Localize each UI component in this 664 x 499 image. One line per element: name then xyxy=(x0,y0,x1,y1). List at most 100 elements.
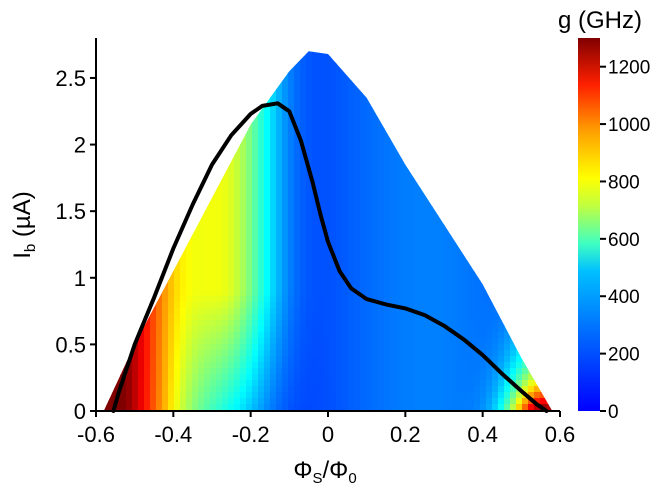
heatmap-cell xyxy=(384,392,391,399)
heatmap-cell xyxy=(132,302,139,309)
heatmap-cell xyxy=(378,44,385,51)
heatmap-cell xyxy=(438,218,445,225)
heatmap-cell xyxy=(558,350,565,357)
heatmap-cell xyxy=(103,398,109,405)
heatmap-cell xyxy=(168,212,175,219)
heatmap-cell xyxy=(252,140,259,147)
heatmap-cell xyxy=(168,92,175,99)
heatmap-cell xyxy=(510,152,517,159)
heatmap-cell xyxy=(150,104,157,111)
heatmap-cell xyxy=(480,404,487,411)
heatmap-cell xyxy=(348,344,355,351)
heatmap-cell xyxy=(462,194,469,201)
heatmap-cell xyxy=(510,236,517,243)
heatmap-cell xyxy=(120,248,127,255)
heatmap-cell xyxy=(432,260,439,267)
heatmap-cell xyxy=(126,188,133,195)
heatmap-cell xyxy=(306,392,313,399)
heatmap-cell xyxy=(540,350,547,357)
heatmap-cell xyxy=(108,188,115,195)
heatmap-cell xyxy=(156,152,163,159)
heatmap-cell xyxy=(306,110,313,117)
heatmap-cell xyxy=(318,356,325,363)
heatmap-cell xyxy=(486,224,493,231)
heatmap-cell xyxy=(348,122,355,129)
heatmap-cell xyxy=(246,284,253,291)
heatmap-cell xyxy=(324,224,331,231)
heatmap-cell xyxy=(198,164,205,171)
heatmap-cell xyxy=(336,51,343,57)
heatmap-cell xyxy=(360,92,367,99)
heatmap-cell xyxy=(216,206,223,213)
heatmap-cell xyxy=(174,62,181,69)
heatmap-cell xyxy=(396,266,403,273)
heatmap-cell xyxy=(258,98,265,105)
heatmap-cell xyxy=(522,296,529,303)
heatmap-cell xyxy=(462,86,469,93)
heatmap-cell xyxy=(252,266,259,273)
heatmap-cell xyxy=(324,56,331,63)
heatmap-cell xyxy=(132,51,139,57)
heatmap-cell xyxy=(282,218,289,225)
heatmap-cell xyxy=(216,86,223,93)
heatmap-cell xyxy=(390,254,397,261)
heatmap-cell xyxy=(498,86,505,93)
heatmap-cell xyxy=(234,362,241,369)
heatmap-cell xyxy=(282,128,289,135)
heatmap-cell xyxy=(480,194,487,201)
heatmap-cell xyxy=(138,74,145,81)
heatmap-cell xyxy=(378,56,385,63)
heatmap-cell xyxy=(492,308,499,315)
heatmap-cell xyxy=(138,152,145,159)
heatmap-cell xyxy=(300,206,307,213)
heatmap-cell xyxy=(336,38,343,45)
heatmap-cell xyxy=(336,200,343,207)
heatmap-cell xyxy=(504,218,511,225)
heatmap-cell xyxy=(534,290,541,297)
heatmap-cell xyxy=(432,128,439,135)
heatmap-cell xyxy=(270,284,277,291)
heatmap-cell xyxy=(420,51,427,57)
heatmap-cell xyxy=(276,296,283,303)
heatmap-cell xyxy=(270,308,277,315)
heatmap-cell xyxy=(276,248,283,255)
heatmap-cell xyxy=(498,62,505,69)
heatmap-cell xyxy=(420,344,427,351)
heatmap-cell xyxy=(234,386,241,393)
heatmap-cell xyxy=(432,392,439,399)
heatmap-cell xyxy=(240,362,247,369)
heatmap-cell xyxy=(456,140,463,147)
heatmap-cell xyxy=(258,152,265,159)
heatmap-cell xyxy=(468,386,475,393)
heatmap-cell xyxy=(276,74,283,81)
heatmap-cell xyxy=(216,272,223,279)
heatmap-cell xyxy=(282,368,289,375)
heatmap-cell xyxy=(516,116,523,123)
heatmap-cell xyxy=(234,68,241,75)
heatmap-cell xyxy=(168,140,175,147)
heatmap-cell xyxy=(384,56,391,63)
heatmap-cell xyxy=(252,332,259,339)
heatmap-cell xyxy=(474,266,481,273)
heatmap-cell xyxy=(540,158,547,165)
heatmap-cell xyxy=(264,206,271,213)
heatmap-cell xyxy=(522,308,529,315)
heatmap-cell xyxy=(450,134,457,141)
heatmap-cell xyxy=(240,51,247,57)
heatmap-cell xyxy=(150,356,157,363)
heatmap-cell xyxy=(432,386,439,393)
heatmap-cell xyxy=(468,320,475,327)
heatmap-cell xyxy=(324,158,331,165)
heatmap-cell xyxy=(300,362,307,369)
heatmap-cell xyxy=(264,392,271,399)
heatmap-cell xyxy=(510,206,517,213)
heatmap-cell xyxy=(168,380,175,387)
heatmap-cell xyxy=(558,194,565,201)
heatmap-cell xyxy=(384,404,391,411)
heatmap-cell xyxy=(546,224,553,231)
heatmap-cell xyxy=(234,182,241,189)
heatmap-cell xyxy=(432,74,439,81)
heatmap-cell xyxy=(420,374,427,381)
heatmap-cell xyxy=(492,224,499,231)
heatmap-cell xyxy=(234,326,241,333)
